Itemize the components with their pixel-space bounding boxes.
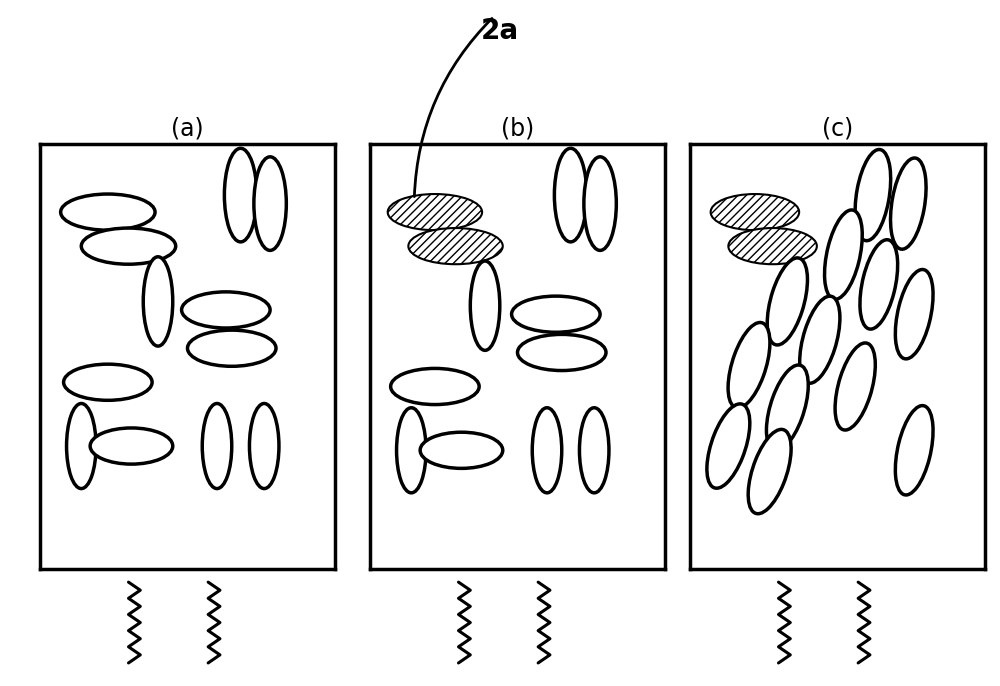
Ellipse shape	[420, 432, 503, 469]
Ellipse shape	[187, 330, 276, 366]
Ellipse shape	[835, 343, 875, 430]
Text: 2a: 2a	[481, 16, 519, 45]
Ellipse shape	[470, 261, 500, 351]
Ellipse shape	[254, 157, 286, 250]
Ellipse shape	[579, 407, 609, 493]
Ellipse shape	[711, 194, 799, 230]
Ellipse shape	[895, 270, 933, 359]
Title: (b): (b)	[501, 117, 534, 141]
Ellipse shape	[584, 157, 616, 250]
Ellipse shape	[67, 403, 96, 488]
Ellipse shape	[182, 292, 270, 328]
Ellipse shape	[61, 194, 155, 230]
Ellipse shape	[64, 364, 152, 401]
Ellipse shape	[748, 429, 791, 514]
Ellipse shape	[767, 258, 807, 345]
Ellipse shape	[249, 403, 279, 488]
Title: (a): (a)	[171, 117, 204, 141]
Ellipse shape	[855, 150, 891, 241]
Ellipse shape	[728, 228, 817, 264]
Ellipse shape	[728, 322, 770, 408]
Title: (c): (c)	[822, 117, 853, 141]
Ellipse shape	[860, 239, 898, 329]
Ellipse shape	[554, 148, 587, 242]
Ellipse shape	[391, 368, 479, 405]
Ellipse shape	[81, 228, 176, 264]
Ellipse shape	[707, 404, 750, 488]
Ellipse shape	[891, 158, 926, 249]
Ellipse shape	[766, 365, 808, 451]
Ellipse shape	[518, 334, 606, 370]
Ellipse shape	[895, 405, 933, 495]
Ellipse shape	[388, 194, 482, 230]
Ellipse shape	[825, 210, 862, 299]
Ellipse shape	[202, 403, 232, 488]
Ellipse shape	[143, 257, 173, 346]
Ellipse shape	[532, 407, 562, 493]
Ellipse shape	[800, 296, 840, 383]
Ellipse shape	[90, 428, 173, 464]
Ellipse shape	[512, 296, 600, 332]
Ellipse shape	[397, 407, 426, 493]
Ellipse shape	[408, 228, 503, 264]
Ellipse shape	[224, 148, 257, 242]
